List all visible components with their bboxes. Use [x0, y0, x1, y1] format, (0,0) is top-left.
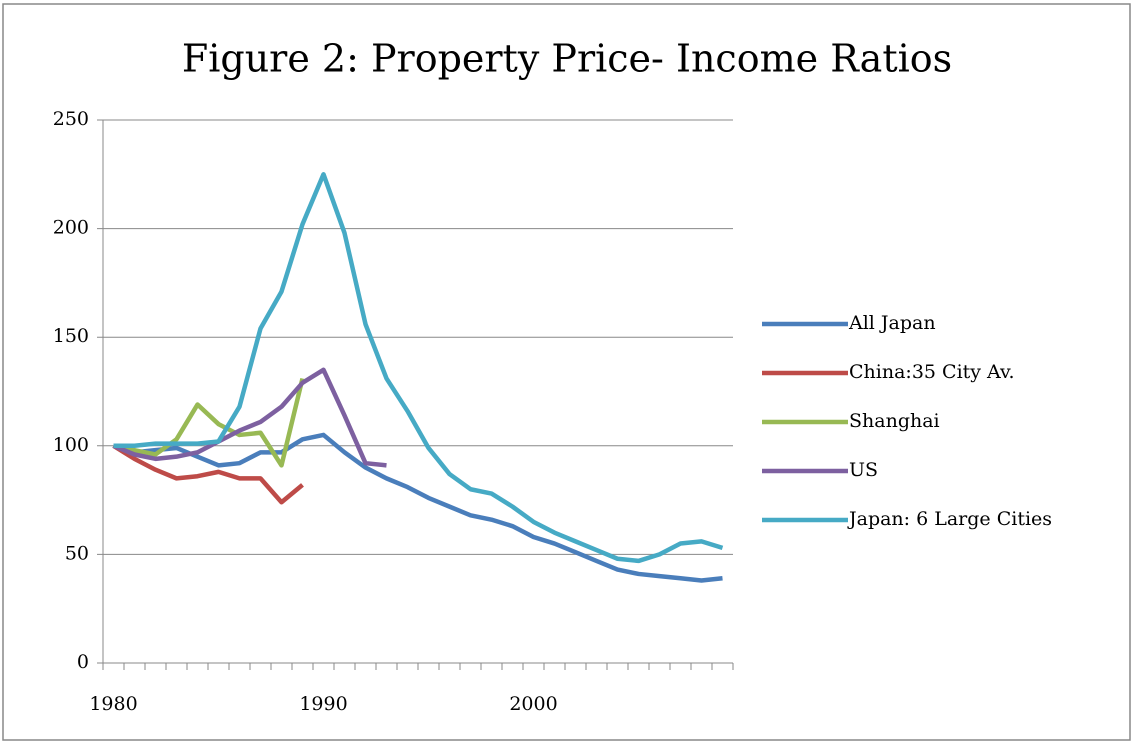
y-tick-label: 250: [53, 108, 89, 130]
x-tick-label: 2000: [509, 693, 557, 715]
legend-label: China:35 City Av.: [849, 361, 1015, 383]
chart-title: Figure 2: Property Price- Income Ratios: [182, 37, 952, 81]
legend-label: US: [849, 459, 878, 481]
x-tick-label: 1980: [89, 693, 137, 715]
legend-label: Japan: 6 Large Cities: [847, 508, 1052, 530]
chart-border: [2, 3, 1131, 741]
x-tick-label: 1990: [299, 693, 347, 715]
series-line: [113, 377, 305, 468]
series-line: [112, 432, 723, 583]
series-line: [112, 367, 387, 468]
y-tick-label: 200: [53, 217, 89, 239]
y-tick-label: 0: [77, 651, 89, 673]
series-line: [112, 443, 304, 505]
y-tick-label: 150: [53, 325, 89, 347]
y-tick-label: 50: [65, 542, 89, 564]
y-tick-label: 100: [53, 434, 89, 456]
legend-label: Shanghai: [849, 410, 940, 432]
legend-label: All Japan: [848, 312, 936, 334]
series-line: [113, 172, 724, 564]
